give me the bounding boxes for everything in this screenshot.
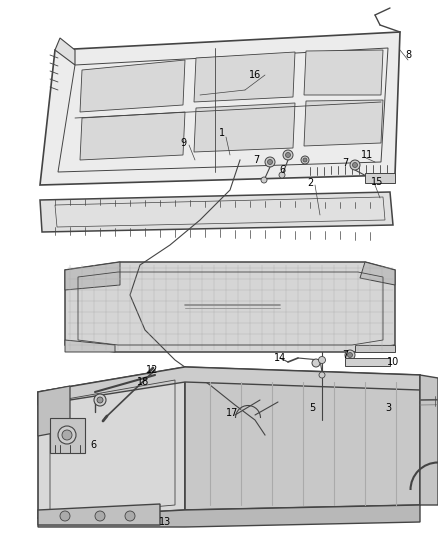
Circle shape: [60, 511, 70, 521]
Circle shape: [125, 511, 135, 521]
Polygon shape: [420, 375, 438, 505]
Polygon shape: [355, 345, 395, 352]
Circle shape: [347, 352, 353, 358]
Text: 7: 7: [342, 350, 348, 360]
Text: 10: 10: [387, 357, 399, 367]
Polygon shape: [304, 50, 383, 95]
Polygon shape: [65, 262, 395, 352]
Circle shape: [286, 152, 290, 157]
Circle shape: [94, 394, 106, 406]
Polygon shape: [38, 505, 420, 527]
Text: 7: 7: [342, 158, 348, 168]
Text: 2: 2: [307, 178, 313, 188]
Polygon shape: [40, 192, 393, 232]
Text: 11: 11: [361, 150, 373, 160]
Polygon shape: [55, 38, 75, 65]
Polygon shape: [194, 103, 295, 152]
Text: 3: 3: [385, 403, 391, 413]
Polygon shape: [65, 262, 120, 290]
Text: 8: 8: [405, 50, 411, 60]
Polygon shape: [38, 367, 185, 518]
Polygon shape: [185, 367, 420, 510]
Polygon shape: [360, 262, 395, 285]
Text: 9: 9: [180, 138, 186, 148]
Circle shape: [303, 158, 307, 162]
Circle shape: [312, 359, 320, 367]
Bar: [365, 173, 395, 183]
Polygon shape: [38, 367, 420, 405]
Text: 6: 6: [90, 440, 96, 450]
Circle shape: [345, 350, 355, 360]
Text: 6: 6: [279, 165, 285, 175]
Text: 14: 14: [274, 353, 286, 363]
Circle shape: [62, 430, 72, 440]
Bar: [50, 418, 85, 453]
Polygon shape: [194, 52, 295, 102]
Polygon shape: [38, 504, 160, 525]
Circle shape: [350, 160, 360, 170]
Circle shape: [97, 397, 103, 403]
Text: 18: 18: [137, 377, 149, 387]
Text: 15: 15: [371, 177, 383, 187]
Polygon shape: [40, 32, 400, 185]
Circle shape: [353, 163, 357, 167]
Text: 1: 1: [219, 128, 225, 138]
Circle shape: [319, 372, 325, 378]
Text: 17: 17: [226, 408, 238, 418]
Circle shape: [283, 150, 293, 160]
Polygon shape: [80, 112, 185, 160]
Circle shape: [95, 511, 105, 521]
Polygon shape: [304, 100, 383, 146]
Circle shape: [318, 357, 325, 364]
Text: 5: 5: [309, 403, 315, 413]
Circle shape: [58, 426, 76, 444]
Circle shape: [268, 159, 272, 165]
Circle shape: [279, 172, 285, 178]
Text: 13: 13: [159, 517, 171, 527]
Text: 16: 16: [249, 70, 261, 80]
Polygon shape: [65, 340, 115, 352]
Text: 12: 12: [146, 365, 158, 375]
Polygon shape: [38, 386, 70, 436]
Circle shape: [265, 157, 275, 167]
Circle shape: [301, 156, 309, 164]
Polygon shape: [80, 60, 185, 112]
Bar: [345, 358, 390, 366]
Text: 7: 7: [253, 155, 259, 165]
Circle shape: [261, 177, 267, 183]
